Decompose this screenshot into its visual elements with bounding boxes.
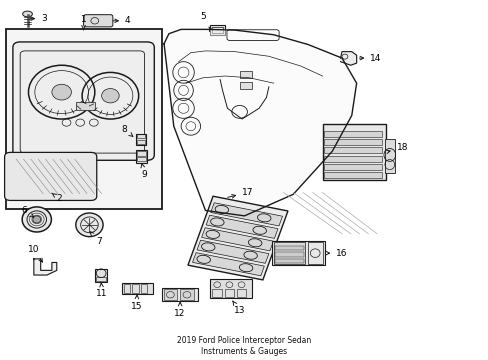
Bar xyxy=(137,151,146,156)
Ellipse shape xyxy=(102,89,119,103)
Bar xyxy=(132,284,139,293)
Bar xyxy=(122,283,153,294)
Bar xyxy=(180,289,193,300)
Bar xyxy=(324,156,381,162)
Text: 14: 14 xyxy=(359,54,381,63)
Bar xyxy=(161,288,198,301)
Bar xyxy=(324,164,381,170)
Text: 2: 2 xyxy=(52,193,62,203)
Ellipse shape xyxy=(76,213,103,237)
Text: 8: 8 xyxy=(122,125,133,136)
Text: 2019 Ford Police Interceptor Sedan
Instruments & Gauges: 2019 Ford Police Interceptor Sedan Instr… xyxy=(177,336,311,356)
Bar xyxy=(136,134,146,145)
Bar xyxy=(271,241,325,265)
Text: 12: 12 xyxy=(174,302,185,318)
Bar xyxy=(274,252,304,257)
Bar xyxy=(322,125,385,180)
Polygon shape xyxy=(340,51,356,65)
Polygon shape xyxy=(163,30,356,216)
Bar xyxy=(201,228,273,251)
Bar xyxy=(324,172,381,178)
Bar xyxy=(197,240,268,263)
Bar xyxy=(324,131,381,137)
Bar xyxy=(76,102,95,110)
Bar xyxy=(307,242,322,264)
Text: 13: 13 xyxy=(232,301,245,315)
Ellipse shape xyxy=(22,207,51,232)
Text: 10: 10 xyxy=(28,244,42,262)
Text: 9: 9 xyxy=(141,164,147,179)
Bar xyxy=(274,258,304,263)
Text: 4: 4 xyxy=(113,16,130,25)
Bar xyxy=(123,284,130,293)
Bar xyxy=(137,157,146,161)
Bar xyxy=(206,215,277,238)
Bar xyxy=(212,289,222,297)
Bar xyxy=(137,140,145,144)
Bar xyxy=(5,30,161,209)
Bar xyxy=(324,139,381,145)
Text: 11: 11 xyxy=(96,283,108,298)
Bar xyxy=(137,134,145,138)
Ellipse shape xyxy=(33,216,41,223)
Bar xyxy=(210,203,282,226)
Bar xyxy=(163,289,177,300)
FancyBboxPatch shape xyxy=(83,15,113,27)
Text: 6: 6 xyxy=(22,206,34,217)
Bar xyxy=(239,82,251,89)
Text: 15: 15 xyxy=(130,295,142,311)
Text: 7: 7 xyxy=(90,232,102,246)
FancyBboxPatch shape xyxy=(4,152,97,201)
Text: 5: 5 xyxy=(200,13,212,32)
Text: 16: 16 xyxy=(325,249,347,258)
Bar xyxy=(192,253,264,276)
FancyBboxPatch shape xyxy=(13,42,154,160)
Bar xyxy=(224,289,234,297)
Polygon shape xyxy=(34,259,57,275)
Bar xyxy=(136,150,147,163)
Text: 18: 18 xyxy=(386,143,407,154)
Ellipse shape xyxy=(22,11,32,17)
Bar xyxy=(210,279,251,298)
Bar xyxy=(274,246,304,250)
Text: 17: 17 xyxy=(227,188,253,198)
Bar xyxy=(236,289,246,297)
Bar xyxy=(239,71,251,78)
Bar xyxy=(212,27,223,33)
Bar xyxy=(324,147,381,153)
Text: 3: 3 xyxy=(30,14,47,23)
Bar xyxy=(210,25,224,35)
Bar xyxy=(96,277,106,281)
Bar xyxy=(273,242,305,264)
FancyBboxPatch shape xyxy=(187,196,287,280)
Bar xyxy=(95,269,107,282)
Bar xyxy=(141,284,147,293)
Ellipse shape xyxy=(52,84,71,100)
Bar xyxy=(384,139,394,173)
Text: 1: 1 xyxy=(81,15,86,30)
